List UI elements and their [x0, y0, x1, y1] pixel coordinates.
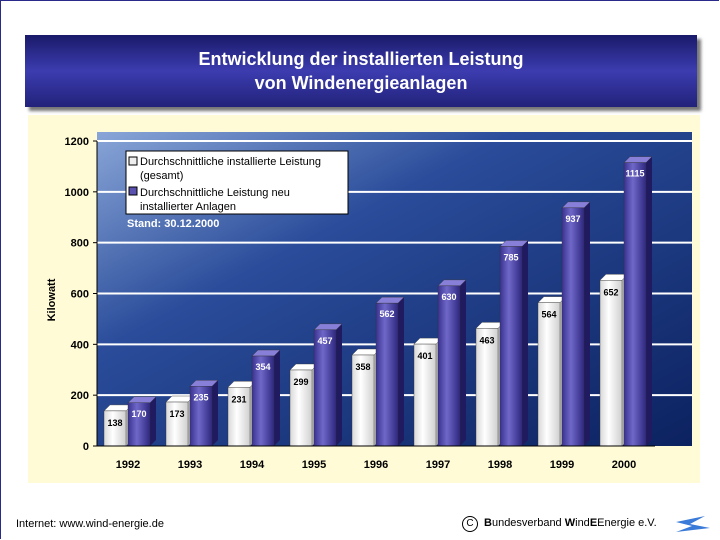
bar-side — [584, 201, 590, 446]
bar-side — [522, 240, 528, 446]
y-tick-label: 1000 — [65, 187, 89, 199]
date-annotation: Stand: 30.12.2000 — [127, 218, 219, 230]
slide-title: Entwicklung der installierten Leistung v… — [25, 35, 697, 107]
x-tick-label: 1998 — [488, 459, 512, 471]
data-label: 457 — [317, 336, 332, 346]
data-label: 937 — [565, 214, 580, 224]
title-line-2: von Windenergieanlagen — [254, 73, 468, 93]
bar-side — [460, 279, 466, 446]
data-label: 630 — [441, 292, 456, 302]
data-label: 299 — [293, 377, 308, 387]
data-label: 1115 — [625, 169, 644, 179]
bar-new-installations — [561, 207, 585, 447]
org-text: undesverband — [491, 517, 565, 529]
legend-swatch-new — [128, 186, 138, 196]
legend: Durchschnittliche installierte Leistung … — [125, 150, 349, 215]
organization-credit: C Bundesverband WindEEnergie e.V. — [462, 516, 657, 532]
data-label: 463 — [479, 335, 494, 345]
bar-new-installations — [313, 329, 337, 447]
bar-total-average — [103, 410, 127, 447]
x-tick-label: 1992 — [116, 459, 140, 471]
title-line-1: Entwicklung der installierten Leistung — [198, 49, 524, 69]
legend-label: Durchschnittliche Leistung neu — [140, 187, 290, 199]
bar-new-installations — [623, 162, 647, 447]
bar-side — [150, 396, 156, 446]
org-initial: B — [484, 517, 492, 529]
y-tick-label: 800 — [71, 238, 89, 250]
data-label: 562 — [379, 309, 394, 319]
website-text: Internet: www.wind-energie.de — [16, 518, 164, 530]
data-label: 173 — [169, 409, 184, 419]
bar-new-installations — [437, 285, 461, 447]
y-axis-label: Kilowatt — [46, 278, 58, 321]
data-label: 235 — [193, 392, 208, 402]
data-label: 170 — [131, 409, 146, 419]
data-label: 138 — [107, 418, 122, 428]
x-tick-label: 1999 — [550, 459, 574, 471]
org-text: Energie e.V. — [597, 517, 657, 529]
y-tick-label: 200 — [71, 390, 89, 402]
x-tick-label: 1995 — [302, 459, 326, 471]
bar-side — [646, 156, 652, 446]
y-tick-label: 1200 — [65, 136, 89, 148]
org-text: ind — [575, 517, 590, 529]
bar-side — [212, 380, 218, 446]
data-label: 354 — [255, 362, 270, 372]
bar-new-installations — [375, 302, 399, 447]
y-tick-label: 400 — [71, 339, 89, 351]
x-tick-label: 1996 — [364, 459, 388, 471]
x-tick-label: 2000 — [612, 459, 636, 471]
bar-total-average — [475, 328, 499, 447]
y-tick-label: 600 — [71, 289, 89, 301]
bar-side — [274, 350, 280, 446]
x-tick-label: 1997 — [426, 459, 450, 471]
x-tick-label: 1993 — [178, 459, 202, 471]
org-initial: W — [564, 517, 576, 529]
legend-swatch-total — [128, 156, 138, 166]
y-tick-label: 0 — [83, 441, 89, 453]
data-label: 401 — [417, 351, 432, 361]
bar-side — [336, 323, 342, 446]
data-label: 785 — [503, 252, 518, 262]
legend-label: Durchschnittliche installierte Leistung — [140, 156, 321, 168]
legend-label: (gesamt) — [140, 170, 183, 182]
data-label: 231 — [231, 394, 246, 404]
data-label: 358 — [355, 362, 370, 372]
x-tick-label: 1994 — [240, 459, 265, 471]
bar-total-average — [599, 280, 623, 447]
data-label: 564 — [541, 310, 556, 320]
legend-label: installierter Anlagen — [140, 201, 236, 213]
copyright-icon: C — [462, 516, 478, 532]
data-label: 652 — [603, 287, 618, 297]
bar-total-average — [537, 302, 561, 447]
bar-new-installations — [499, 246, 523, 447]
bar-side — [398, 297, 404, 446]
